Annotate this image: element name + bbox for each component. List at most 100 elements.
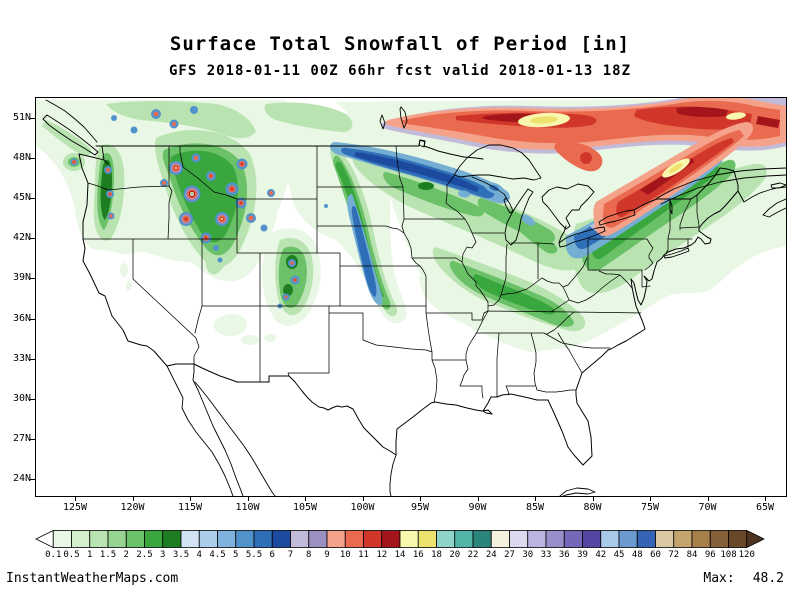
- coastline-pacific: [78, 153, 168, 367]
- lon-tick-mark: [420, 496, 421, 501]
- colorbar-cell: [509, 530, 529, 548]
- lat-tick-label: 39N: [12, 272, 31, 284]
- colorbar-cell: [363, 530, 383, 548]
- colorbar-cell: [545, 530, 565, 548]
- colorbar-boundary-label: 1.5: [99, 550, 117, 560]
- map-frame: [35, 96, 787, 497]
- colorbar-cell: [198, 530, 218, 548]
- lat-tick-mark: [30, 398, 35, 400]
- lat-tick-mark: [30, 358, 35, 360]
- colorbar-boundary-label: 0.5: [63, 550, 80, 560]
- colorbar-boundary-label: 45: [613, 550, 625, 560]
- snowfall-shading: [36, 96, 786, 352]
- colorbar-boundary-label: 3.5: [172, 550, 190, 560]
- colorbar-cell: [563, 530, 583, 548]
- colorbar-cell: [180, 530, 200, 548]
- colorbar-boundary-label: 84: [686, 550, 698, 560]
- maritimes-coast: [743, 182, 787, 218]
- colorbar-cell: [709, 530, 729, 548]
- colorbar-cell: [746, 529, 765, 549]
- colorbar-boundary-label: 8: [306, 550, 312, 560]
- lat-tick-mark: [30, 238, 35, 240]
- colorbar-boundary-label: 20: [449, 550, 461, 560]
- colorbar-boundary-label: 30: [522, 550, 534, 560]
- lon-tick-label: 100W: [350, 502, 375, 513]
- colorbar-cell: [235, 530, 255, 548]
- lat-tick-mark: [30, 318, 35, 320]
- lat-tick-mark: [30, 198, 35, 200]
- lon-tick-mark: [305, 496, 306, 501]
- colorbar-boundary-label: 48: [631, 550, 643, 560]
- lat-tick-label: 30N: [12, 392, 31, 404]
- colorbar-cell: [71, 530, 91, 548]
- colorbar-cell: [454, 530, 474, 548]
- colorbar-cell: [582, 530, 602, 548]
- lon-tick-label: 125W: [62, 502, 88, 513]
- lat-tick-mark: [30, 478, 35, 480]
- lon-tick-mark: [650, 496, 651, 501]
- colorbar-boundary-label: 6: [269, 550, 275, 560]
- colorbar-cell: [618, 530, 638, 548]
- lat-tick-mark: [30, 438, 35, 440]
- colorbar-cell: [144, 530, 164, 548]
- lat-tick-label: 51N: [12, 112, 31, 123]
- colorbar-boundary-label: 120: [738, 550, 755, 560]
- lon-tick-mark: [362, 496, 364, 501]
- lon-tick-mark: [592, 496, 594, 501]
- lat-tick-label: 42N: [12, 232, 31, 244]
- colorbar-cell: [417, 530, 437, 548]
- great-lakes: [379, 106, 673, 248]
- lon-tick-mark: [765, 496, 766, 501]
- colorbar-boundary-label: 0.1: [45, 550, 62, 560]
- colorbar-boundary-label: 42: [595, 550, 607, 560]
- mexico-border: [166, 363, 397, 456]
- max-value-line: Max: 48.2: [703, 571, 784, 586]
- lat-tick-label: 36N: [12, 312, 31, 324]
- colorbar-boundary-label: 108: [720, 550, 737, 560]
- lat-tick-label: 24N: [12, 472, 31, 484]
- credit-text: InstantWeatherMaps.com: [6, 571, 179, 586]
- lon-tick-mark: [75, 496, 76, 501]
- colorbar-cell: [217, 530, 237, 548]
- colorbar-cell: [490, 530, 510, 548]
- colorbar-cell: [35, 529, 54, 549]
- lat-tick-label: 27N: [12, 432, 31, 444]
- lat-tick-mark: [30, 278, 35, 280]
- colorbar-boundary-label: 7: [287, 550, 294, 560]
- colorbar-boundary-label: 2.5: [136, 550, 153, 560]
- colorbar-cell: [326, 530, 346, 548]
- lat-tick-label: 45N: [12, 192, 31, 204]
- mexico-mainland-coast: [194, 381, 397, 497]
- colorbar-boundary-label: 5.5: [245, 550, 263, 560]
- lon-tick-label: 65W: [755, 502, 775, 513]
- colorbar-boundary-label: 18: [431, 550, 442, 560]
- vancouver-island: [42, 114, 99, 156]
- snowfall-map: [36, 96, 787, 497]
- colorbar-cell: [253, 530, 273, 548]
- colorbar-cell: [655, 530, 675, 548]
- colorbar-cell: [472, 530, 492, 548]
- colorbar-cell: [290, 530, 310, 548]
- colorbar-cell: [107, 530, 127, 548]
- colorbar-boundary-label: 14: [394, 550, 406, 560]
- puget-sound: [78, 145, 109, 165]
- figure-title: Surface Total Snowfall of Period [in]: [169, 33, 631, 55]
- colorbar-cell: [399, 530, 419, 548]
- colorbar-boundary-label: 24: [485, 550, 497, 560]
- colorbar-boundary-label: 10: [339, 550, 351, 560]
- lon-tick-label: 120W: [120, 502, 145, 513]
- long-island: [663, 247, 690, 259]
- colorbar-cell: [728, 530, 748, 548]
- colorbar-boundary-label: 33: [540, 550, 552, 560]
- colorbar-boundary-label: 36: [558, 550, 570, 560]
- lon-tick-mark: [535, 496, 536, 501]
- cuba: [559, 487, 596, 497]
- lon-tick-mark: [190, 496, 191, 501]
- colorbar-boundary-label: 22: [467, 550, 479, 560]
- state-borders: [82, 145, 700, 403]
- colorbar-boundary-label: 4: [196, 550, 202, 560]
- lon-tick-label: 70W: [698, 502, 717, 513]
- colorbar-cell: [89, 530, 109, 548]
- colorbar-cell: [673, 530, 693, 548]
